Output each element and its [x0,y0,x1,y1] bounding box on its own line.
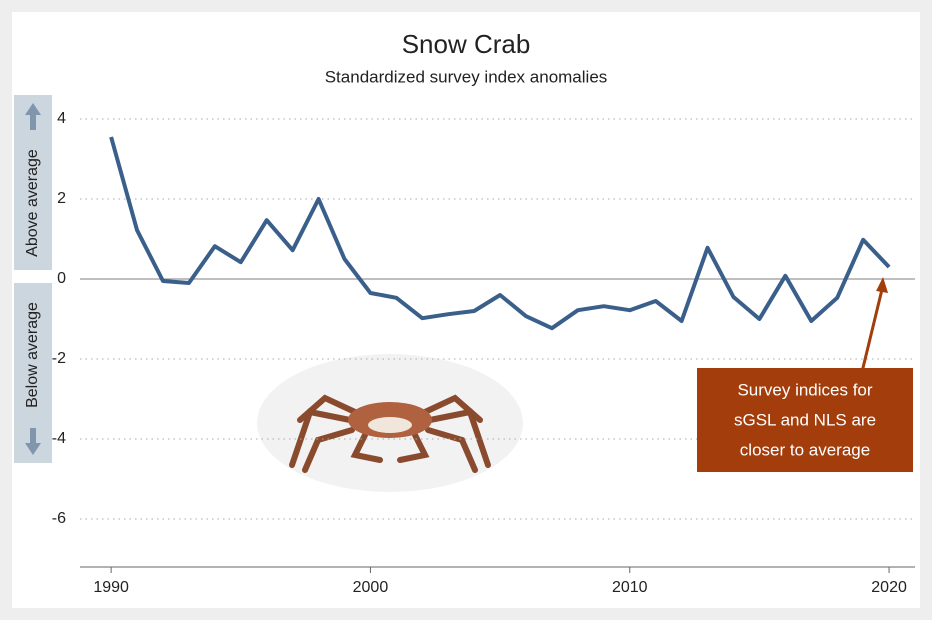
annotation: Survey indices for sGSL and NLS are closer… [697,277,913,472]
below-label: Below average [24,302,41,408]
above-label: Above average [24,149,41,257]
x-tick-label: 2010 [612,579,648,596]
y-tick-label: 0 [57,270,66,287]
crab-belly [368,417,412,433]
down-arrow [25,428,41,455]
above-indicator: Above average [14,95,52,270]
y-tick-label: -6 [52,510,66,527]
plot: 4 2 0 -2 -4 -6 1990 2000 2010 2020 [52,110,915,596]
x-tick-label: 2000 [353,579,389,596]
chart-subtitle: Standardized survey index anomalies [325,67,608,86]
annotation-text: sGSL and NLS are [734,410,876,429]
y-tick-label: -2 [52,350,66,367]
crab-illustration [257,354,523,492]
annotation-text: closer to average [740,440,870,459]
series-line [109,136,891,331]
y-tick-label: 4 [57,110,66,127]
up-arrow [25,103,41,130]
annotation-text: Survey indices for [737,380,872,399]
chart-title: Snow Crab [402,29,531,59]
annotation-arrow [860,284,885,373]
annotation-arrowhead [876,277,889,293]
x-tick-label: 1990 [93,579,129,596]
annotation-box [697,368,913,472]
y-tick-label: 2 [57,190,66,207]
x-tick-label: 2020 [871,579,907,596]
crab-legs [289,394,491,473]
y-tick-label: -4 [52,430,66,447]
below-indicator: Below average [14,283,52,463]
